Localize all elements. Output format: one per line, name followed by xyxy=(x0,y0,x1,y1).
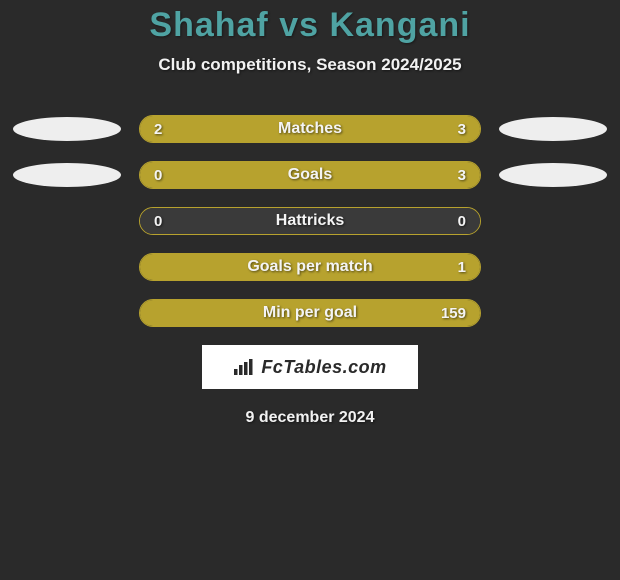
player-right-oval xyxy=(499,163,607,187)
stat-row: 23Matches xyxy=(0,115,620,143)
brand-text: FcTables.com xyxy=(261,357,386,378)
stat-label: Goals xyxy=(288,166,332,184)
stat-label: Hattricks xyxy=(276,212,344,230)
stat-label: Matches xyxy=(278,120,342,138)
player-left-oval xyxy=(13,117,121,141)
player-right-oval xyxy=(499,117,607,141)
stat-row: 00Hattricks xyxy=(0,207,620,235)
barchart-icon xyxy=(233,358,255,376)
stat-row: 1Goals per match xyxy=(0,253,620,281)
stat-row: 03Goals xyxy=(0,161,620,189)
stat-bar: 159Min per goal xyxy=(139,299,481,327)
stat-bar: 23Matches xyxy=(139,115,481,143)
stat-bar: 00Hattricks xyxy=(139,207,481,235)
date-line: 9 december 2024 xyxy=(0,409,620,427)
page-title: Shahaf vs Kangani xyxy=(0,0,620,45)
stat-row: 159Min per goal xyxy=(0,299,620,327)
stats-comparison-card: Shahaf vs Kangani Club competitions, Sea… xyxy=(0,0,620,580)
stat-bar: 1Goals per match xyxy=(139,253,481,281)
brand-logo: FcTables.com xyxy=(202,345,418,389)
stat-label: Min per goal xyxy=(263,304,357,322)
player-left-oval xyxy=(13,163,121,187)
stat-label: Goals per match xyxy=(247,258,372,276)
subtitle: Club competitions, Season 2024/2025 xyxy=(0,55,620,75)
stat-bar-left-seg xyxy=(140,116,276,142)
stat-bar: 03Goals xyxy=(139,161,481,189)
stat-rows: 23Matches 03Goals 00Hattricks 1Goals per ma… xyxy=(0,115,620,327)
